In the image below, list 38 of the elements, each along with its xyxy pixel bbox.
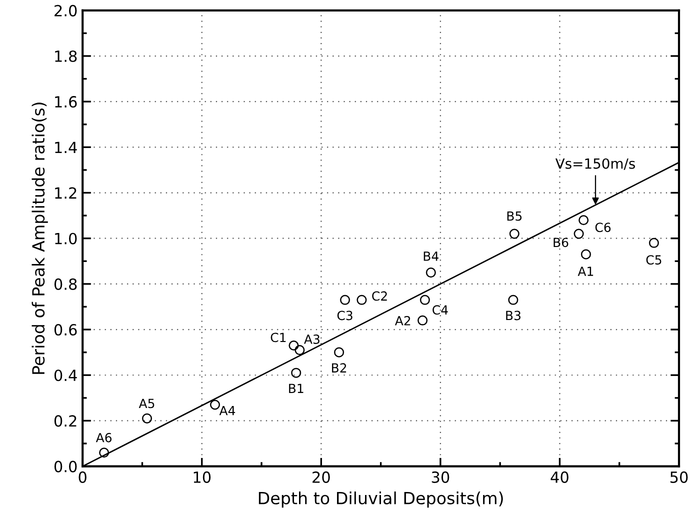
annotation: B2	[332, 363, 346, 372]
annotation: A1	[578, 266, 594, 276]
y-tick-label: 1.4	[55, 142, 77, 153]
annotation: A2	[394, 316, 410, 326]
y-tick-label: 0.0	[54, 460, 77, 472]
annotation: B3	[506, 310, 520, 320]
annotation: B1	[289, 384, 304, 393]
annotation: Vs=150m/s	[555, 158, 635, 170]
annotation: C3	[337, 310, 352, 320]
annotation: A4	[219, 406, 236, 416]
x-tick-label: 10	[194, 471, 211, 483]
annotation: B4	[424, 252, 438, 261]
annotation: A6	[96, 432, 112, 442]
x-tick-label: 0	[78, 471, 86, 483]
y-tick-label: 1.2	[55, 187, 76, 199]
y-tick-label: 1.6	[55, 96, 77, 108]
y-tick-label: 0.6	[54, 324, 77, 336]
y-axis-title: Period of Peak Amplitude ratio(s)	[32, 102, 48, 374]
annotation: B5	[507, 211, 522, 221]
x-tick-label: 50	[670, 471, 688, 483]
annotation: C1	[270, 332, 286, 342]
y-tick-label: 0.4	[54, 370, 77, 382]
y-tick-label: 1.8	[55, 50, 77, 62]
x-tick-label: 40	[550, 471, 568, 483]
y-tick-label: 1.0	[55, 232, 77, 244]
annotation: B6	[554, 238, 568, 248]
x-axis-title: Depth to Diluvial Deposits(m)	[258, 492, 503, 508]
annotation: C4	[432, 305, 448, 315]
y-tick-label: 0.2	[54, 415, 76, 427]
annotation: C6	[595, 222, 611, 232]
y-tick-label: 0.8	[54, 278, 77, 290]
y-tick-label: 2.0	[54, 4, 77, 16]
annotation: A3	[304, 334, 320, 344]
annotation: C5	[646, 255, 662, 265]
annotation: A5	[138, 398, 154, 408]
annotation: C2	[372, 291, 387, 301]
x-tick-label: 30	[432, 471, 450, 483]
x-tick-label: 20	[312, 471, 330, 483]
